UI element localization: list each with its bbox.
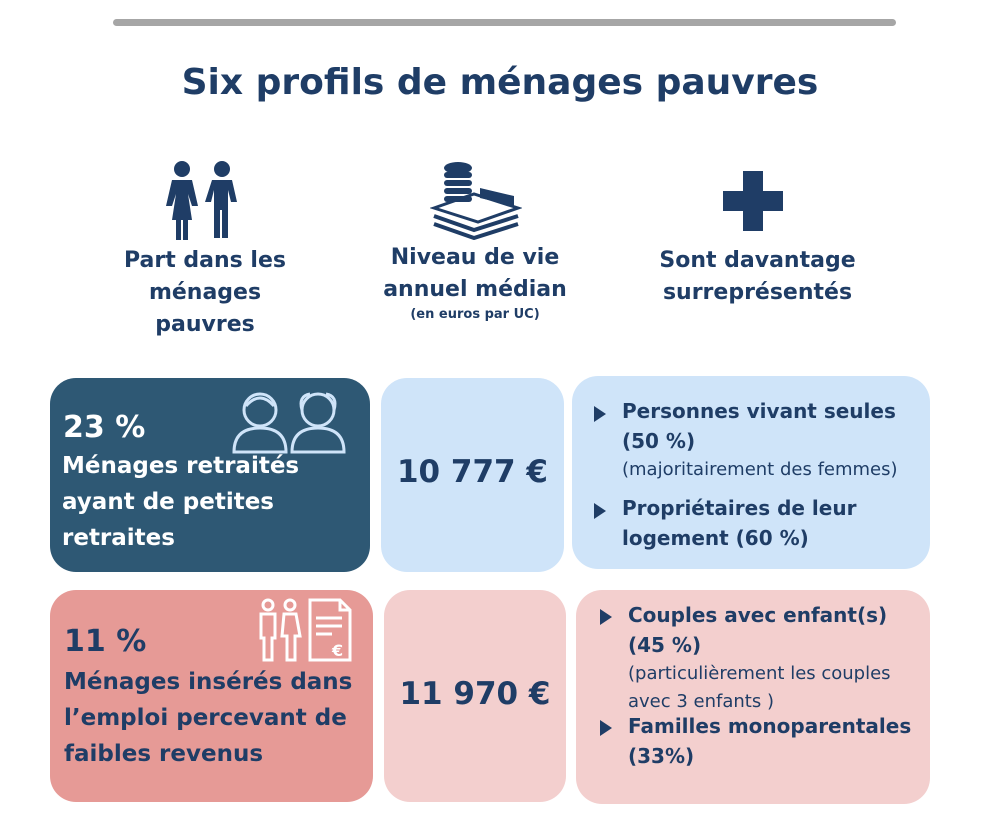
amount-card-workers: 11 970 € <box>384 590 566 802</box>
column-header-label: Sont davantage surreprésentés <box>659 248 856 305</box>
amount-card-retirees: 10 777 € <box>381 378 564 572</box>
overrep-item-label: Propriétaires de leur logement (60 %) <box>622 496 857 550</box>
profile-label: Ménages insérés dans l’emploi percevant … <box>64 669 353 767</box>
top-divider <box>113 19 896 26</box>
profile-card-workers: € 11 % Ménages insérés dans l’emploi per… <box>50 590 373 802</box>
median-amount: 10 777 € <box>396 454 548 490</box>
overrep-item-label: Personnes vivant seules (50 %) <box>622 399 896 453</box>
column-header-share: Part dans les ménages pauvres <box>110 245 300 341</box>
share-value: 11 % <box>64 624 147 659</box>
plus-icon <box>723 171 783 231</box>
median-amount: 11 970 € <box>399 676 551 712</box>
svg-text:€: € <box>331 641 343 660</box>
overrep-item: Propriétaires de leur logement (60 %) <box>622 493 872 553</box>
overrep-item: Familles monoparentales (33%) <box>628 711 918 771</box>
overrep-item-label: Familles monoparentales (33%) <box>628 714 912 768</box>
bullet-arrow-icon <box>594 406 606 422</box>
overrep-item-note: (particulièrement les couples avec 3 enf… <box>628 663 891 712</box>
share-value: 23 % <box>63 410 146 445</box>
elderly-couple-icon <box>232 392 346 454</box>
overrep-item: Personnes vivant seules (50 %) (majorita… <box>622 396 912 484</box>
page-title: Six profils de ménages pauvres <box>181 62 819 103</box>
bullet-arrow-icon <box>600 720 612 736</box>
money-icon <box>430 162 522 240</box>
profile-card-retirees: 23 % Ménages retraités ayant de petites … <box>50 378 370 572</box>
workers-document-icon: € <box>259 598 352 662</box>
column-header-overrep: Sont davantage surreprésentés <box>655 245 860 309</box>
column-header-label: Part dans les ménages pauvres <box>124 248 286 337</box>
overrep-card-retirees: Personnes vivant seules (50 %) (majorita… <box>572 376 930 569</box>
overrep-item-note: (majoritairement des femmes) <box>622 459 898 480</box>
column-header-level: Niveau de vie annuel médian (en euros pa… <box>375 242 575 324</box>
column-header-label: Niveau de vie annuel médian <box>383 245 567 302</box>
couple-icon <box>166 161 237 240</box>
overrep-card-workers: Couples avec enfant(s) (45 %) (particuli… <box>576 590 930 804</box>
bullet-arrow-icon <box>600 609 612 625</box>
overrep-item-label: Couples avec enfant(s) (45 %) <box>628 603 888 657</box>
bullet-arrow-icon <box>594 503 606 519</box>
overrep-item: Couples avec enfant(s) (45 %) (particuli… <box>628 600 908 716</box>
column-header-sub: (en euros par UC) <box>410 307 540 322</box>
profile-label: Ménages retraités ayant de petites retra… <box>62 453 300 551</box>
